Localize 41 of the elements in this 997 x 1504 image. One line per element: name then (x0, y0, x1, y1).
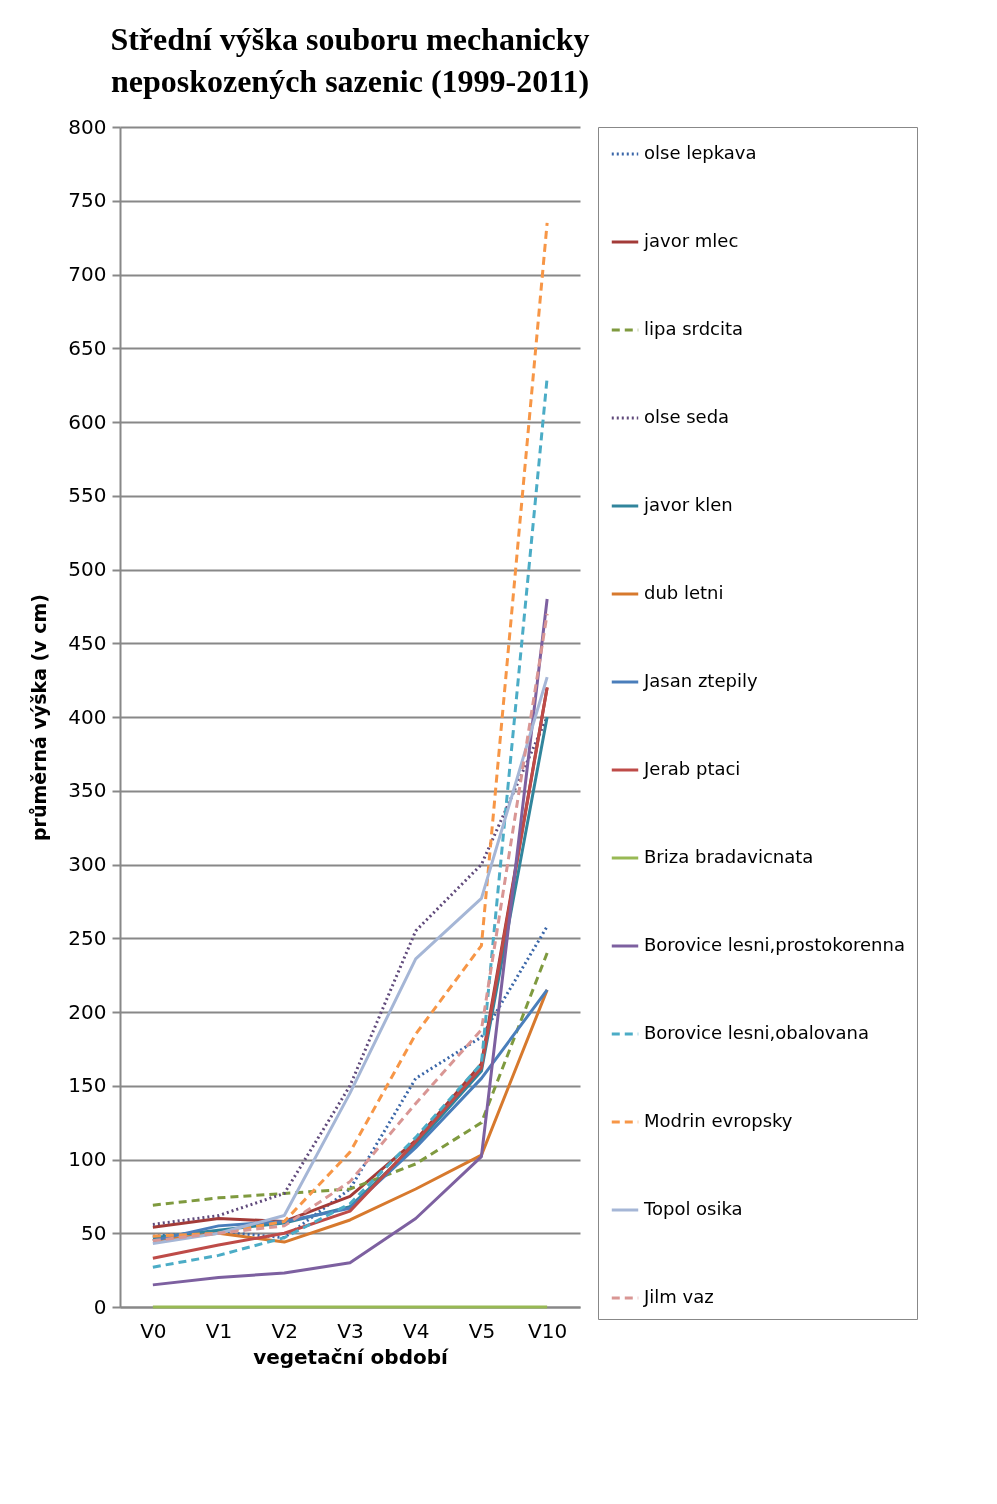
x-tick-label: V3 (337, 1318, 364, 1343)
legend-label: Borovice lesni,prostokorenna (644, 934, 905, 955)
x-tick-label: V2 (271, 1318, 298, 1343)
y-axis-title: průměrná výška (v cm) (28, 593, 51, 842)
legend-label: Jerab ptaci (643, 758, 741, 779)
x-axis-title: vegetační období (253, 1344, 450, 1369)
y-tick-label: 200 (68, 999, 107, 1024)
chart-title: Střední výška souboru mechanicky neposkozených sazenic (1999-2011) (110, 21, 590, 99)
legend-label: javor klen (643, 494, 733, 515)
y-tick-label: 750 (68, 188, 107, 213)
legend-label: Jilm vaz (643, 1286, 714, 1307)
x-tick-label: V4 (403, 1318, 430, 1343)
y-tick-label: 650 (68, 335, 107, 360)
y-tick-label: 350 (68, 778, 107, 803)
y-tick-label: 100 (68, 1147, 107, 1171)
y-tick-label: 0 (93, 1294, 107, 1319)
y-tick-label: 500 (68, 557, 107, 581)
legend-label: dub letni (644, 582, 724, 603)
x-tick-label: V0 (140, 1318, 167, 1343)
y-tick-label: 250 (68, 925, 107, 950)
y-tick-label: 400 (68, 704, 107, 729)
legend-label: Modrin evropsky (644, 1110, 793, 1131)
legend-label: Topol osika (643, 1198, 743, 1219)
legend-label: javor mlec (643, 230, 739, 251)
y-tick-label: 600 (68, 409, 107, 434)
y-tick-label: 450 (68, 630, 107, 655)
legend-label: Briza bradavicnata (644, 846, 814, 867)
y-tick-label: 800 (68, 114, 107, 139)
x-tick-label: V10 (528, 1318, 568, 1343)
x-tick-label: V1 (205, 1318, 233, 1343)
legend-label: olse lepkava (644, 142, 757, 163)
y-tick-label: 550 (68, 483, 107, 508)
legend-label: olse seda (644, 406, 730, 427)
y-tick-label: 150 (68, 1073, 107, 1098)
legend-label: Jasan ztepily (643, 670, 758, 691)
y-tick-label: 50 (81, 1220, 107, 1245)
legend-label: lipa srdcita (644, 318, 744, 339)
legend-label: Borovice lesni,obalovana (644, 1022, 869, 1043)
x-tick-label: V5 (468, 1318, 496, 1343)
y-tick-label: 300 (68, 852, 107, 876)
y-tick-label: 700 (68, 262, 107, 286)
